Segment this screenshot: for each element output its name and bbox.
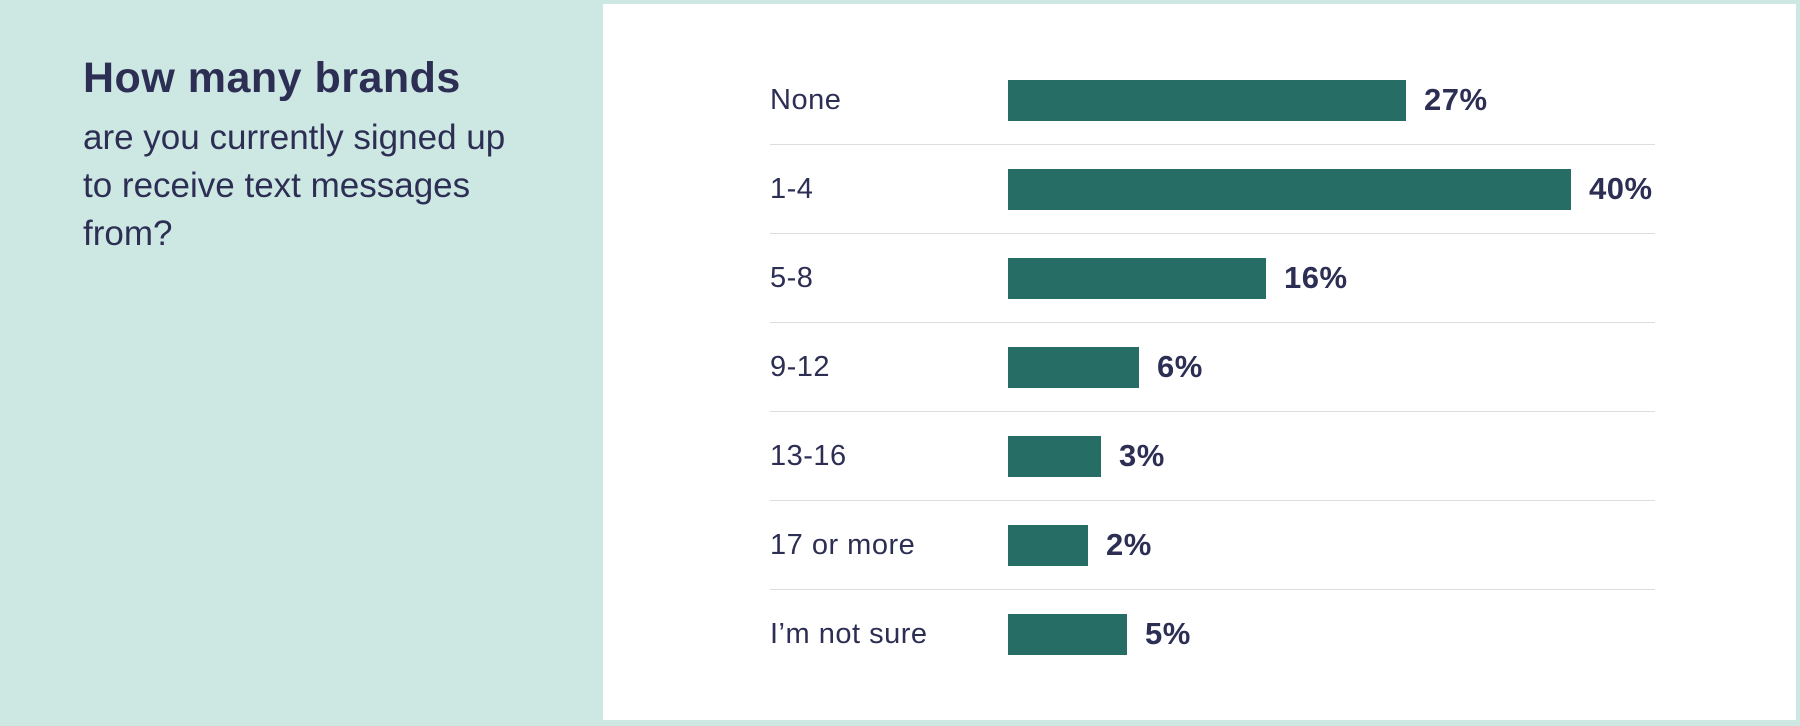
- category-label: 1-4: [770, 172, 814, 205]
- chart-panel: None 27% 1-4 40% 5-8 16% 9-12 6% 13-16 3…: [603, 4, 1796, 720]
- chart-row: 5-8 16%: [770, 233, 1655, 322]
- chart-row: None 27%: [770, 56, 1655, 144]
- category-label: 9-12: [770, 350, 831, 383]
- category-label: None: [770, 83, 842, 116]
- category-label: 17 or more: [770, 528, 916, 561]
- chart-row: I’m not sure 5%: [770, 589, 1655, 678]
- bar: [1008, 257, 1266, 299]
- page-title: How many brands: [83, 54, 461, 102]
- value-label: 6%: [1157, 349, 1203, 384]
- question-block: How many brands are you currently signed…: [83, 52, 513, 258]
- page-subtitle: are you currently signed up to receive t…: [83, 117, 506, 253]
- value-label: 3%: [1119, 438, 1165, 473]
- bar: [1008, 346, 1139, 388]
- chart-row: 13-16 3%: [770, 411, 1655, 500]
- bar: [1008, 79, 1406, 121]
- value-label: 16%: [1284, 260, 1348, 295]
- chart-row: 1-4 40%: [770, 144, 1655, 233]
- bar: [1008, 435, 1101, 477]
- value-label: 40%: [1589, 171, 1653, 206]
- chart-row: 17 or more 2%: [770, 500, 1655, 589]
- value-label: 2%: [1106, 527, 1152, 562]
- bar: [1008, 613, 1127, 655]
- chart-row: 9-12 6%: [770, 322, 1655, 411]
- value-label: 5%: [1145, 616, 1191, 651]
- value-label: 27%: [1424, 82, 1488, 117]
- category-label: 13-16: [770, 439, 847, 472]
- bar-chart: None 27% 1-4 40% 5-8 16% 9-12 6% 13-16 3…: [770, 56, 1655, 678]
- category-label: 5-8: [770, 261, 814, 294]
- category-label: I’m not sure: [770, 617, 928, 650]
- bar: [1008, 168, 1571, 210]
- bar: [1008, 524, 1088, 566]
